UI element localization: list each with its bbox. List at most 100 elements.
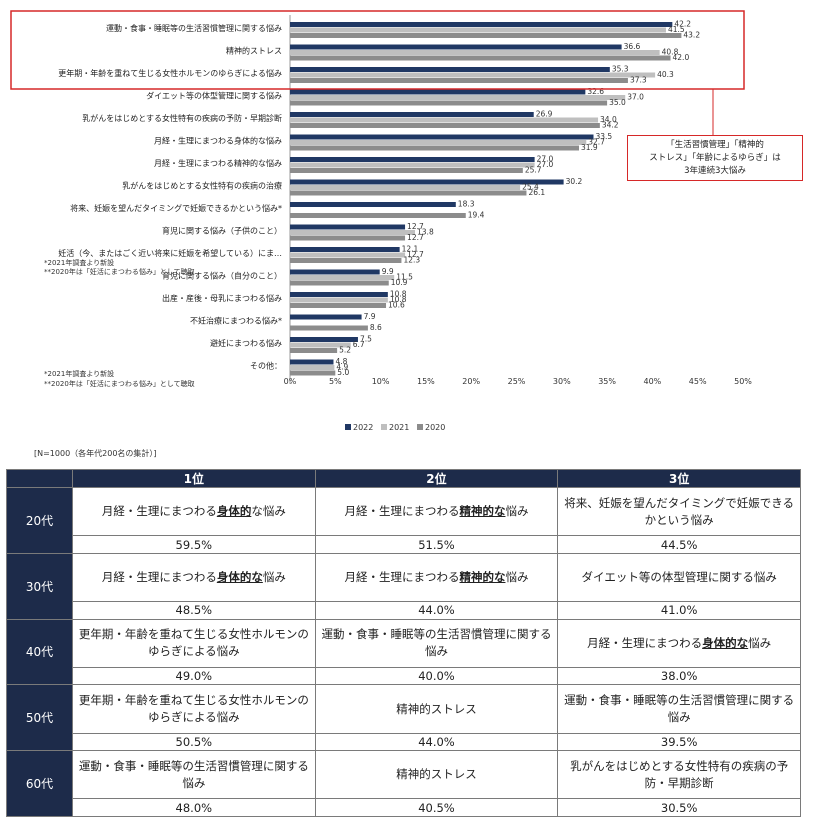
emphasis-text: 身体的な: [702, 635, 749, 650]
table-row-percent: 50.5% 44.0% 39.5%: [7, 732, 801, 752]
legend-label: 2020: [425, 423, 445, 432]
concern-cell: 精神的ストレス: [314, 684, 559, 734]
percent-cell: 30.5%: [557, 798, 801, 817]
data-label: 37.0: [627, 93, 644, 102]
header-rank-3: 3位: [557, 469, 801, 488]
data-label: 4.9: [336, 363, 348, 372]
emphasis-text: 精神的な: [459, 569, 506, 584]
table-row: 50代 更年期・年齢を重ねて生じる女性ホルモンのゆらぎによる悩み 精神的ストレス 運動…: [6, 684, 801, 752]
footnote-overlap: **2020年は「妊活にまつわる悩み」として聴取: [44, 267, 195, 276]
bar-2022: [290, 359, 334, 365]
bar-2021: [290, 230, 416, 235]
bar-2020: [290, 33, 682, 38]
data-label: 9.9: [382, 267, 394, 276]
concern-cell: 更年期・年齢を重ねて生じる女性ホルモンのゆらぎによる悩み: [72, 618, 316, 668]
bar-2020: [290, 370, 336, 376]
data-label: 18.3: [458, 200, 475, 209]
percent-cell: 48.5%: [72, 601, 316, 620]
concern-cell: 月経・生理にまつわる精神的な悩み: [314, 486, 559, 537]
category-label: 更年期・年齢を重ねて生じる女性ホルモンのゆらぎによる悩み: [58, 68, 282, 78]
data-label: 30.2: [566, 177, 583, 186]
data-label: 27.0: [537, 155, 554, 164]
percent-cell: 44.0%: [314, 732, 559, 752]
percent-cell: 50.5%: [72, 732, 316, 752]
data-label: 11.5: [396, 273, 413, 282]
bar-chart: 運動・食事・睡眠等の生活習慣管理に関する悩み 42.241.543.2 精神的ストレ…: [10, 10, 752, 432]
bar-2022: [290, 202, 456, 207]
data-label: 42.2: [674, 20, 691, 29]
bar-2021: [290, 185, 521, 190]
data-label: 32.6: [587, 87, 604, 96]
concern-cell: 月経・生理にまつわる身体的な悩み: [72, 552, 316, 603]
legend-label: 2022: [353, 423, 373, 432]
data-label: 7.9: [364, 312, 376, 321]
bar-2020: [290, 258, 402, 263]
data-label: 41.5: [668, 25, 685, 34]
bar-2020: [290, 303, 387, 308]
data-label: 25.7: [525, 166, 542, 175]
bar-2021: [290, 297, 388, 303]
bar-2020: [290, 145, 580, 151]
legend-swatch: [417, 424, 423, 430]
bar-2022: [290, 134, 594, 140]
data-label: 12.1: [402, 245, 419, 254]
concern-cell: 将来、妊娠を望んだタイミングで妊娠できるかという悩み: [557, 486, 801, 537]
bar-2020: [290, 190, 527, 196]
age-group-cell: 60代: [6, 750, 73, 817]
percent-cell: 40.5%: [314, 798, 559, 817]
callout-line: 「生活習慣管理」「精神的: [666, 139, 764, 150]
data-label: 12.7: [407, 222, 424, 231]
data-label: 31.9: [581, 143, 598, 152]
x-tick-label: 25%: [508, 377, 526, 386]
header-rank-2: 2位: [314, 469, 559, 488]
ranking-table: 1位 2位 3位 20代 月経・生理にまつわる身体的な悩み 月経・生理にまつわる精神…: [6, 469, 801, 817]
bar-2022: [290, 337, 358, 342]
data-label: 5.2: [339, 346, 351, 355]
data-label: 19.4: [468, 211, 485, 220]
category-label: 妊活（今、またはごく近い将来に妊娠を希望している）にま…: [58, 248, 282, 258]
data-label: 37.3: [630, 76, 647, 85]
data-label: 12.7: [407, 250, 424, 259]
footnote: **2020年は「妊活にまつわる悩み」として聴取: [44, 379, 195, 388]
callout-line: 3年連続3大悩み: [684, 165, 746, 176]
x-tick-label: 40%: [644, 377, 662, 386]
emphasis-text: 精神的な: [459, 504, 506, 519]
x-tick-label: 50%: [734, 377, 752, 386]
data-label: 5.0: [337, 368, 349, 377]
bar-2021: [290, 50, 660, 55]
bar-2021: [290, 252, 406, 258]
category-label: 避妊にまつわる悩み: [210, 338, 282, 348]
bar-2022: [290, 89, 586, 95]
data-label: 12.7: [407, 233, 424, 242]
data-label: 42.0: [673, 53, 690, 62]
bar-2022: [290, 314, 362, 320]
age-group-cell: 50代: [6, 684, 73, 752]
bar-2020: [290, 55, 671, 61]
data-label: 35.0: [609, 98, 626, 107]
table-row-percent: 59.5% 51.5% 44.5%: [7, 535, 801, 554]
bar-2021: [290, 140, 587, 145]
bar-2020: [290, 235, 406, 241]
data-label: 33.5: [596, 132, 613, 141]
category-label: 精神的ストレス: [226, 46, 282, 56]
age-group-cell: 20代: [6, 487, 73, 554]
bar-2020: [290, 123, 600, 128]
concern-cell: 乳がんをはじめとする女性特有の疾病の予防・早期診断: [557, 750, 801, 800]
data-label: 25.4: [522, 183, 539, 192]
bar-2020: [290, 280, 389, 286]
age-group-cell: 40代: [6, 618, 73, 686]
data-label: 26.1: [528, 188, 545, 197]
bar-2021: [290, 27, 666, 33]
table-corner: [6, 469, 73, 488]
bar-2020: [290, 213, 466, 218]
bar-2021: [290, 342, 351, 348]
data-label: 36.6: [624, 42, 641, 51]
bar-2021: [290, 162, 535, 168]
category-label: 乳がんをはじめとする女性特有の疾病の治療: [122, 181, 282, 191]
footnote: *2021年調査より新設: [44, 369, 114, 378]
legend-label: 2021: [389, 423, 409, 432]
bar-2021: [290, 117, 599, 123]
category-label: ダイエット等の体型管理に関する悩み: [146, 91, 282, 101]
bar-2020: [290, 168, 523, 173]
data-label: 10.8: [390, 295, 407, 304]
